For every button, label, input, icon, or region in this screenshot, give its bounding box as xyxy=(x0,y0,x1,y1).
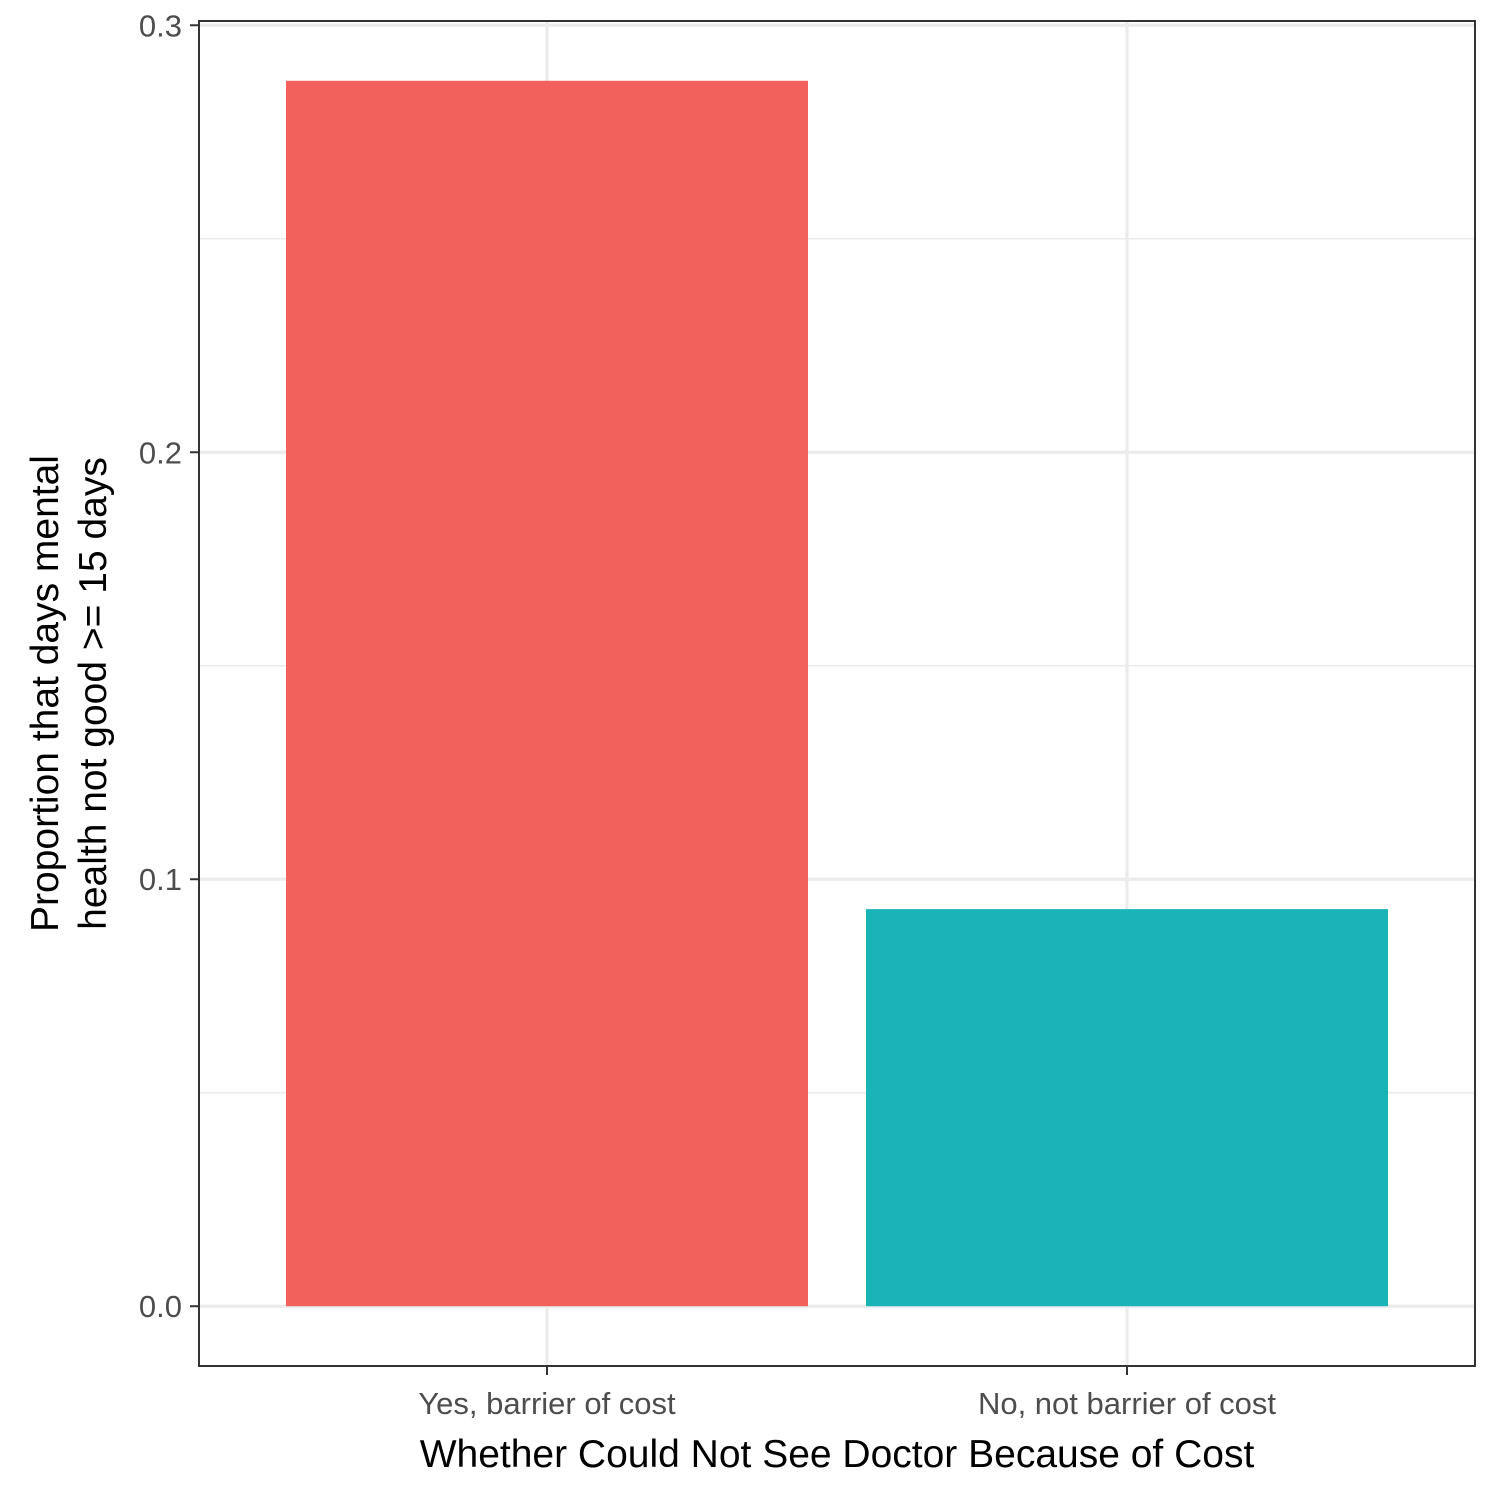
x-axis-title: Whether Could Not See Doctor Because of … xyxy=(420,1433,1255,1476)
y-axis: 0.0 0.1 0.2 0.3 xyxy=(139,8,199,1324)
bar xyxy=(866,909,1388,1307)
x-tick-label: Yes, barrier of cost xyxy=(418,1386,676,1421)
x-tick-label: No, not barrier of cost xyxy=(978,1386,1276,1421)
y-tick-label: 0.1 xyxy=(139,862,182,897)
y-axis-title-line: health not good >= 15 days xyxy=(72,457,115,930)
x-axis: Yes, barrier of cost No, not barrier of c… xyxy=(418,1366,1276,1421)
bars xyxy=(286,80,1388,1307)
bar xyxy=(286,80,808,1307)
y-tick-label: 0.2 xyxy=(139,435,182,470)
y-axis-title: Proportion that days mental health not go… xyxy=(24,455,115,932)
y-tick-label: 0.3 xyxy=(139,8,182,43)
panel-border xyxy=(198,20,1476,1367)
y-axis-title-line: Proportion that days mental xyxy=(24,455,67,932)
y-tick-label: 0.0 xyxy=(139,1289,182,1324)
